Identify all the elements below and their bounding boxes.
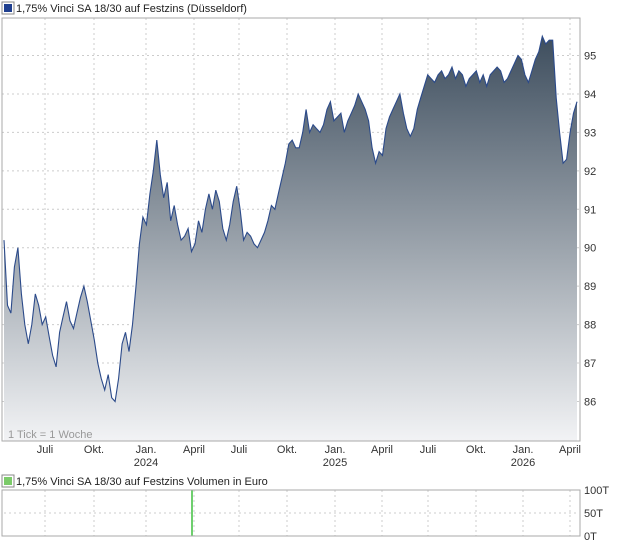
price-y-tick-label: 90 — [584, 243, 596, 255]
volume-legend-swatch — [4, 477, 12, 485]
price-area — [4, 36, 577, 442]
price-x-tick-label: Juli — [420, 444, 437, 456]
volume-y-tick-label: 0T — [584, 531, 597, 543]
price-y-tick-label: 89 — [584, 281, 596, 293]
price-y-tick-label: 91 — [584, 204, 596, 216]
price-x-tick-label: April — [183, 444, 205, 456]
volume-bars — [191, 490, 193, 536]
price-chart-frame — [1, 17, 581, 442]
price-y-axis: 86 87 88 89 90 91 92 93 94 95 — [584, 51, 596, 409]
price-x-year-label: 2025 — [323, 457, 347, 469]
price-x-axis: Juli Okt. Jan. April Juli Okt. Jan. April Juli Ok… — [37, 444, 581, 469]
price-x-tick-label: April — [559, 444, 581, 456]
volume-chart-title: 1,75% Vinci SA 18/30 auf Festzins Volume… — [16, 476, 268, 488]
volume-bar — [191, 490, 193, 536]
price-x-year-label: 2024 — [134, 457, 158, 469]
price-y-tick-label: 86 — [584, 397, 596, 409]
price-y-tick-label: 87 — [584, 358, 596, 370]
volume-grid — [4, 490, 578, 536]
price-x-tick-label: Okt. — [466, 444, 486, 456]
price-x-tick-label: Jan. — [325, 444, 346, 456]
price-x-tick-label: Jan. — [136, 444, 157, 456]
price-x-tick-label: Okt. — [277, 444, 297, 456]
price-chart-title: 1,75% Vinci SA 18/30 auf Festzins (Düsse… — [16, 3, 247, 15]
volume-y-tick-label: 50T — [584, 508, 603, 520]
price-y-tick-label: 88 — [584, 320, 596, 332]
tick-note: 1 Tick = 1 Woche — [8, 429, 92, 441]
price-y-tick-label: 92 — [584, 166, 596, 178]
price-x-tick-label: Jan. — [513, 444, 534, 456]
price-legend-swatch — [4, 4, 12, 12]
price-line — [3, 34, 578, 403]
price-x-tick-label: April — [371, 444, 393, 456]
volume-y-axis: 100T 50T 0T — [584, 485, 609, 543]
price-x-tick-label: Juli — [231, 444, 248, 456]
price-x-tick-label: Juli — [37, 444, 54, 456]
volume-y-tick-label: 100T — [584, 485, 609, 497]
price-y-tick-label: 95 — [584, 51, 596, 63]
price-x-tick-label: Okt. — [84, 444, 104, 456]
price-y-tick-label: 93 — [584, 127, 596, 139]
volume-chart-frame — [1, 489, 581, 537]
price-y-tick-label: 94 — [584, 89, 596, 101]
price-x-year-label: 2026 — [511, 457, 535, 469]
